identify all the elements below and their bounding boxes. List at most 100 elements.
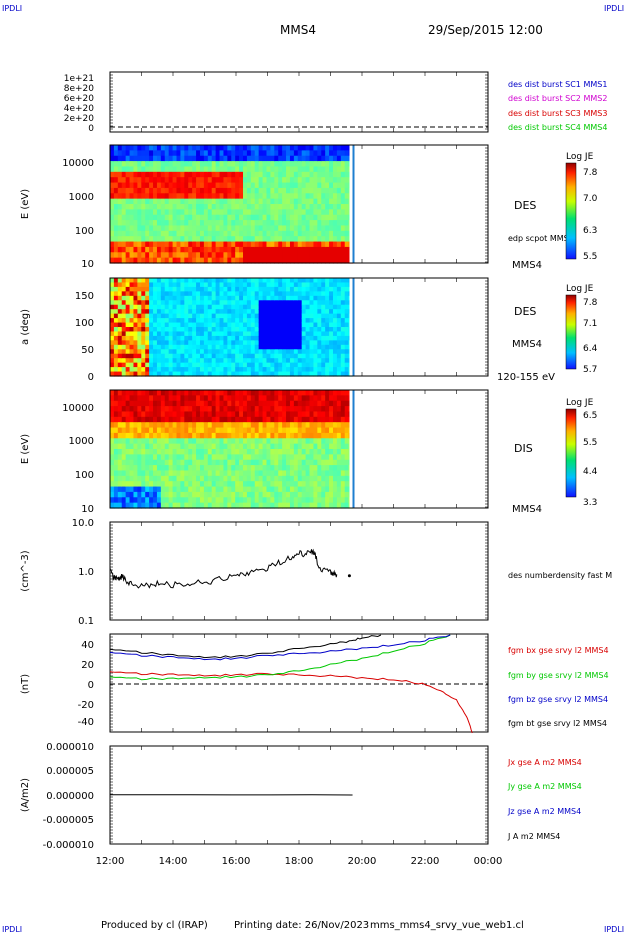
heatmap-cell: [223, 257, 228, 264]
heatmap-cell: [340, 497, 346, 504]
heatmap-cell: [250, 449, 256, 455]
heatmap-cell: [129, 155, 135, 162]
heatmap-cell: [137, 230, 142, 237]
heatmap-cell: [313, 278, 318, 284]
heatmap-cell: [274, 291, 279, 297]
heatmap-cell: [235, 166, 240, 173]
heatmap-cell: [266, 313, 271, 319]
heatmap-cell: [207, 252, 213, 259]
heatmap-cell: [325, 145, 330, 151]
heatmap-cell: [239, 304, 244, 310]
heatmap-cell: [317, 367, 322, 373]
heatmap-cell: [113, 491, 119, 498]
heatmap-cell: [250, 150, 256, 157]
heatmap-cell: [219, 155, 225, 162]
series-line: [109, 634, 451, 661]
heatmap-cell: [231, 282, 236, 288]
heatmap-cell: [153, 161, 158, 168]
heatmap-cell: [293, 470, 299, 477]
heatmap-cell: [129, 309, 135, 315]
heatmap-cell: [250, 470, 256, 477]
heatmap-cell: [258, 246, 264, 253]
heatmap-cell: [172, 177, 178, 184]
heatmap-cell: [227, 145, 232, 151]
heatmap-cell: [286, 367, 291, 373]
heatmap-cell: [113, 344, 119, 350]
heatmap-cell: [266, 427, 271, 434]
heatmap-cell: [243, 475, 248, 482]
heatmap-cell: [113, 502, 119, 509]
heatmap-cell: [274, 367, 279, 373]
y-tick-label: 100: [75, 470, 94, 481]
heatmap-cell: [231, 411, 236, 418]
heatmap-cell: [325, 481, 330, 488]
heatmap-cell: [297, 358, 303, 364]
heatmap-cell: [164, 497, 170, 504]
heatmap-cell: [344, 187, 350, 194]
heatmap-cell: [223, 166, 228, 173]
heatmap-cell: [113, 225, 119, 232]
heatmap-cell: [246, 411, 252, 418]
heatmap-cell: [344, 497, 350, 504]
heatmap-cell: [286, 481, 291, 488]
heatmap-cell: [207, 331, 213, 337]
heatmap-cell: [121, 295, 127, 301]
heatmap-cell: [176, 150, 182, 157]
heatmap-cell: [293, 353, 299, 359]
heatmap-cell: [329, 295, 334, 301]
heatmap-cell: [317, 220, 322, 227]
heatmap-cell: [141, 246, 146, 253]
heatmap-cell: [153, 327, 158, 333]
heatmap-cell: [329, 241, 334, 248]
heatmap-cell: [133, 491, 138, 498]
heatmap-cell: [160, 491, 166, 498]
heatmap-cell: [149, 166, 154, 173]
heatmap-cell: [129, 427, 135, 434]
heatmap-cell: [110, 257, 115, 264]
heatmap-cell: [223, 400, 228, 407]
heatmap-cell: [211, 214, 217, 221]
heatmap-cell: [176, 344, 182, 350]
heatmap-cell: [246, 282, 252, 288]
heatmap-cell: [207, 362, 213, 368]
heatmap-cell: [188, 295, 193, 301]
heatmap-cell: [278, 225, 283, 232]
colorbar-gradient: [565, 408, 577, 498]
heatmap-cell: [156, 187, 162, 194]
heatmap-cell: [289, 209, 295, 216]
heatmap-cell: [227, 278, 232, 284]
heatmap-cell: [340, 246, 346, 253]
heatmap-cell: [258, 209, 264, 216]
heatmap-cell: [207, 427, 213, 434]
heatmap-cell: [168, 193, 174, 200]
heatmap-cell: [223, 395, 228, 402]
heatmap-cell: [110, 282, 115, 288]
heatmap-cell: [215, 438, 221, 445]
heatmap-cell: [133, 502, 138, 509]
heatmap-cell: [266, 214, 271, 221]
heatmap-cell: [219, 344, 225, 350]
heatmap-cell: [250, 204, 256, 210]
heatmap-cell: [188, 313, 193, 319]
heatmap-cell: [125, 209, 131, 216]
heatmap-cell: [215, 358, 221, 364]
heatmap-cell: [336, 475, 342, 482]
heatmap-cell: [270, 193, 275, 200]
heatmap-cell: [289, 278, 295, 284]
heatmap-cell: [231, 470, 236, 477]
heatmap-cell: [164, 313, 170, 319]
heatmap-cell: [125, 416, 131, 423]
heatmap-cell: [110, 481, 115, 488]
heatmap-cell: [282, 349, 287, 355]
heatmap-cell: [258, 470, 264, 477]
heatmap-cell: [329, 304, 334, 310]
heatmap-cell: [149, 406, 154, 413]
heatmap-cell: [239, 371, 244, 377]
heatmap-cell: [113, 155, 119, 162]
heatmap-cell: [293, 340, 299, 346]
heatmap-cell: [340, 454, 346, 461]
heatmap-cell: [141, 187, 146, 194]
heatmap-cell: [110, 193, 115, 200]
y-tick-label: 0.1: [78, 616, 94, 627]
heatmap-cell: [262, 327, 268, 333]
